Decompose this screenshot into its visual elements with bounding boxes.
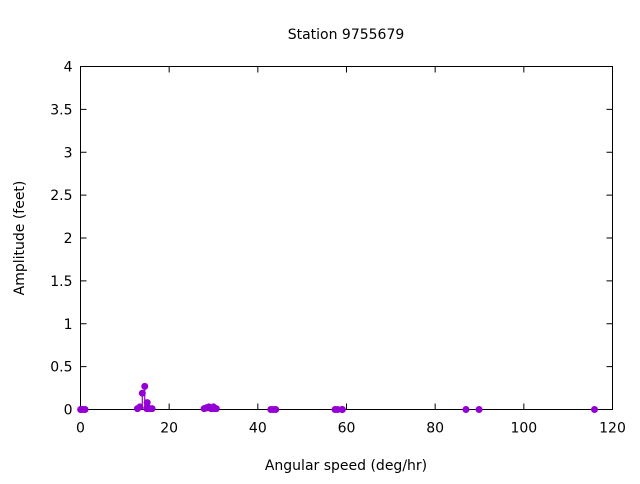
y-tick-label: 4 bbox=[64, 60, 73, 76]
y-tick-label: 1.5 bbox=[50, 274, 72, 290]
x-tick-label: 120 bbox=[599, 421, 626, 437]
y-tick-label: 1 bbox=[64, 317, 73, 333]
y-axis: 0 0.5 1 1.5 2 2.5 3 3.5 4 bbox=[50, 60, 613, 419]
data-point bbox=[462, 406, 470, 413]
data-point bbox=[212, 405, 220, 413]
data-series bbox=[77, 382, 599, 413]
data-point bbox=[338, 406, 346, 413]
data-point bbox=[148, 405, 156, 413]
x-tick-label: 20 bbox=[160, 421, 178, 437]
data-point bbox=[272, 406, 280, 413]
x-tick-label: 0 bbox=[76, 421, 85, 437]
data-point bbox=[141, 382, 149, 390]
x-tick-label: 80 bbox=[426, 421, 444, 437]
y-tick-label: 2 bbox=[64, 231, 73, 247]
y-tick-label: 0 bbox=[64, 403, 73, 419]
x-axis-label: Angular speed (deg/hr) bbox=[265, 458, 427, 474]
data-point bbox=[136, 403, 144, 411]
data-point bbox=[475, 406, 483, 413]
x-tick-label: 40 bbox=[249, 421, 267, 437]
y-axis-label: Amplitude (feet) bbox=[12, 181, 28, 296]
x-tick-label: 100 bbox=[510, 421, 537, 437]
chart-title: Station 9755679 bbox=[288, 27, 405, 43]
data-point bbox=[81, 406, 89, 413]
y-tick-label: 3 bbox=[64, 145, 73, 161]
x-axis: 0 20 40 60 80 100 120 bbox=[76, 66, 626, 437]
data-point bbox=[143, 399, 151, 407]
y-tick-label: 0.5 bbox=[50, 360, 72, 376]
y-tick-label: 3.5 bbox=[50, 102, 72, 118]
data-point bbox=[591, 406, 599, 413]
plot-border bbox=[80, 66, 613, 410]
data-point bbox=[138, 389, 146, 397]
y-tick-label: 2.5 bbox=[50, 188, 72, 204]
x-tick-label: 60 bbox=[338, 421, 356, 437]
